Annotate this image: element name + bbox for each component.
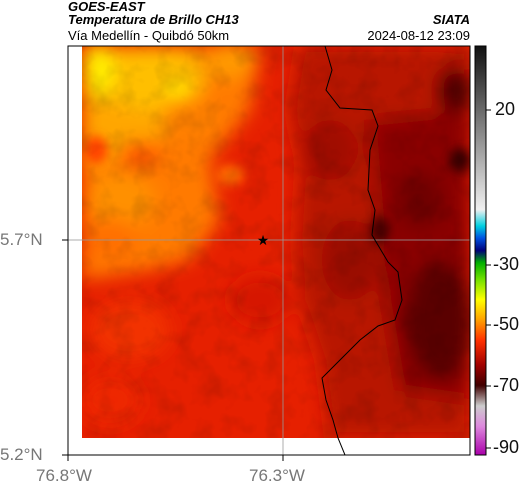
colorbar-label-20: 20 bbox=[495, 99, 516, 119]
product-title: Temperatura de Brillo CH13 bbox=[68, 12, 239, 27]
region-subtitle: Vía Medellín - Quibdó 50km bbox=[68, 28, 230, 43]
boundary-line bbox=[321, 45, 403, 456]
colorbar bbox=[474, 45, 487, 456]
colorbar-label-neg90: -90 bbox=[493, 437, 520, 457]
satellite-title: GOES-EAST bbox=[68, 0, 145, 14]
lon-label-76.3: 76.3°W bbox=[249, 466, 305, 485]
colorbar-label-neg50: -50 bbox=[493, 314, 520, 334]
institution-label: SIATA bbox=[432, 12, 470, 27]
lat-label-5.7: 5.7°N bbox=[0, 230, 43, 249]
lat-label-5.2: 5.2°N bbox=[0, 445, 43, 464]
colorbar-label-neg30: -30 bbox=[493, 254, 520, 274]
colorbar-label-neg70: -70 bbox=[493, 375, 520, 395]
datetime-label: 2024-08-12 23:09 bbox=[367, 28, 470, 43]
star-marker: ★ bbox=[257, 233, 270, 249]
temperature-field bbox=[82, 46, 470, 438]
map-frame bbox=[67, 45, 471, 456]
lon-label-76.8: 76.8°W bbox=[36, 466, 92, 485]
